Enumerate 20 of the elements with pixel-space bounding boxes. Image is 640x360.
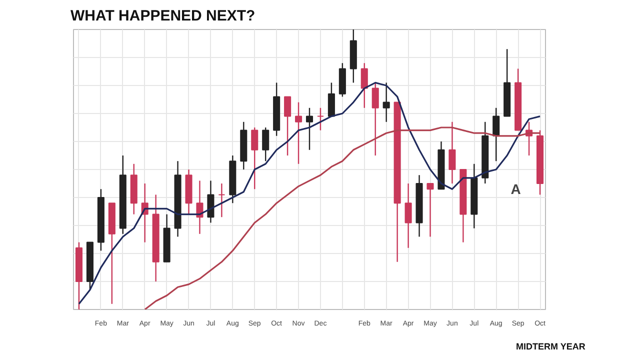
candlestick (426, 182, 434, 238)
candlestick (218, 182, 226, 218)
text: MIDTERM YEAR (516, 342, 586, 352)
candlestick (251, 126, 258, 190)
candlestick (328, 82, 335, 117)
candlestick (306, 107, 314, 150)
candlestick (196, 180, 204, 234)
candlestick (360, 62, 368, 108)
candlestick (262, 126, 270, 162)
chart-title: WHAT HAPPENED NEXT? (70, 8, 256, 24)
candlestick (316, 107, 324, 131)
candlestick (207, 180, 214, 224)
candlestick (284, 96, 292, 156)
candlestick (404, 182, 412, 248)
annotation: A (510, 181, 521, 198)
candlestick (492, 107, 500, 162)
candlestick (448, 121, 456, 184)
candlestick (382, 82, 390, 122)
candlestick (295, 102, 302, 164)
candlestick (372, 82, 379, 156)
